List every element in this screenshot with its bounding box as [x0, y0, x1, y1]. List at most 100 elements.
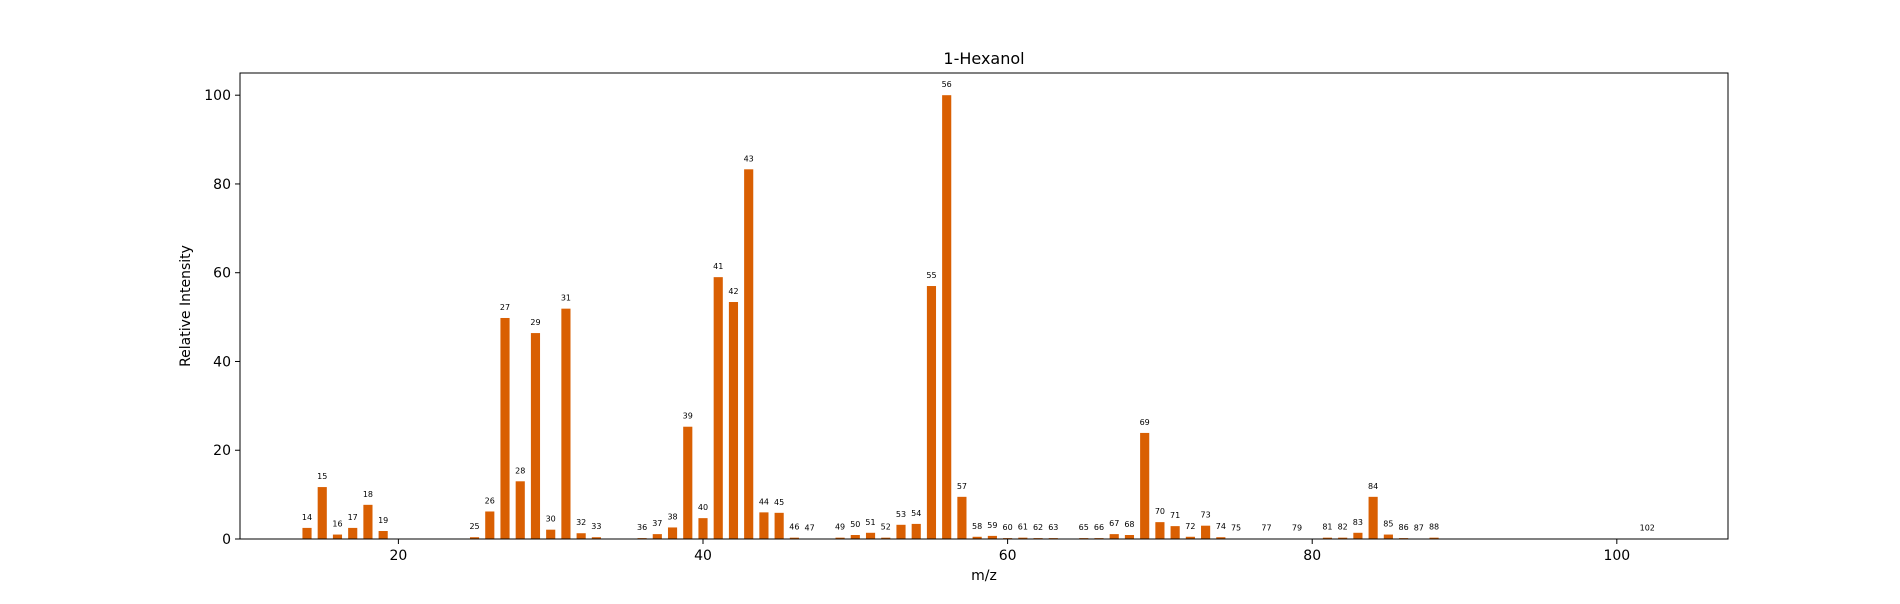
bar-label-mz-87: 87: [1414, 524, 1424, 533]
bar-label-mz-56: 56: [942, 80, 952, 89]
x-tick-label-100: 100: [1603, 548, 1630, 564]
bar-label-mz-30: 30: [546, 515, 556, 524]
bar-label-mz-66: 66: [1094, 523, 1104, 532]
x-tick-label-60: 60: [999, 548, 1017, 564]
bar-label-mz-69: 69: [1140, 418, 1150, 427]
y-tick-label-100: 100: [204, 88, 231, 104]
bar-label-mz-83: 83: [1353, 518, 1363, 527]
bar-label-mz-58: 58: [972, 522, 982, 531]
bar-label-mz-46: 46: [789, 523, 799, 532]
bar-mz-70: [1155, 522, 1164, 539]
bar-label-mz-71: 71: [1170, 511, 1180, 520]
bar-label-mz-63: 63: [1048, 523, 1058, 532]
bar-label-mz-17: 17: [348, 513, 358, 522]
bar-label-mz-79: 79: [1292, 524, 1302, 533]
bar-label-mz-102: 102: [1640, 524, 1655, 533]
bar-label-mz-15: 15: [317, 472, 327, 481]
bar-label-mz-41: 41: [713, 262, 723, 271]
bar-mz-37: [653, 534, 662, 539]
x-tick-label-20: 20: [389, 548, 407, 564]
bar-mz-26: [485, 511, 494, 539]
bar-label-mz-16: 16: [332, 520, 342, 529]
bar-label-mz-50: 50: [850, 520, 860, 529]
bar-mz-84: [1369, 497, 1378, 539]
bar-label-mz-52: 52: [881, 523, 891, 532]
bar-mz-41: [714, 277, 723, 539]
bar-mz-69: [1140, 433, 1149, 539]
bar-mz-38: [668, 527, 677, 539]
bar-label-mz-72: 72: [1185, 522, 1195, 531]
bar-label-mz-26: 26: [485, 496, 495, 505]
bar-mz-30: [546, 530, 555, 539]
y-tick-label-20: 20: [213, 443, 231, 459]
bar-label-mz-68: 68: [1124, 520, 1134, 529]
x-axis-label: m/z: [971, 568, 997, 584]
plot-frame: [240, 73, 1728, 539]
bar-label-mz-82: 82: [1338, 523, 1348, 532]
bar-mz-16: [333, 535, 342, 539]
bar-mz-54: [912, 524, 921, 539]
bar-label-mz-14: 14: [302, 513, 312, 522]
bar-label-mz-88: 88: [1429, 523, 1439, 532]
bar-label-mz-61: 61: [1018, 523, 1028, 532]
bar-label-mz-59: 59: [987, 521, 997, 530]
bar-label-mz-75: 75: [1231, 524, 1241, 533]
bar-label-mz-40: 40: [698, 503, 708, 512]
bar-label-mz-37: 37: [652, 519, 662, 528]
bar-label-mz-49: 49: [835, 523, 845, 532]
chart-title: 1-Hexanol: [943, 49, 1024, 68]
bar-mz-55: [927, 286, 936, 539]
bar-mz-83: [1353, 533, 1362, 539]
bar-label-mz-65: 65: [1079, 523, 1089, 532]
bar-label-mz-57: 57: [957, 482, 967, 491]
bar-mz-32: [577, 533, 586, 539]
bar-mz-51: [866, 533, 875, 539]
bar-label-mz-45: 45: [774, 498, 784, 507]
bar-label-mz-77: 77: [1261, 524, 1271, 533]
bar-mz-40: [698, 518, 707, 539]
bar-label-mz-67: 67: [1109, 519, 1119, 528]
bar-mz-68: [1125, 535, 1134, 539]
bar-mz-29: [531, 333, 540, 539]
bar-label-mz-28: 28: [515, 466, 525, 475]
bar-mz-56: [942, 95, 951, 539]
bar-mz-14: [302, 528, 311, 539]
bar-label-mz-55: 55: [926, 271, 936, 280]
bar-label-mz-51: 51: [865, 518, 875, 527]
bar-label-mz-33: 33: [591, 522, 601, 531]
bar-mz-18: [363, 505, 372, 539]
y-tick-label-40: 40: [213, 354, 231, 370]
bar-label-mz-29: 29: [530, 318, 540, 327]
bar-mz-17: [348, 528, 357, 539]
bar-label-mz-44: 44: [759, 497, 769, 506]
bar-mz-19: [379, 531, 388, 539]
bar-label-mz-70: 70: [1155, 507, 1165, 516]
bar-mz-28: [516, 481, 525, 539]
bar-label-mz-36: 36: [637, 523, 647, 532]
bar-label-mz-81: 81: [1322, 523, 1332, 532]
bar-label-mz-19: 19: [378, 516, 388, 525]
y-tick-label-80: 80: [213, 177, 231, 193]
bar-label-mz-43: 43: [744, 154, 754, 163]
bar-label-mz-74: 74: [1216, 522, 1226, 531]
x-tick-label-80: 80: [1303, 548, 1321, 564]
bar-label-mz-42: 42: [728, 287, 738, 296]
bar-mz-67: [1110, 534, 1119, 539]
bar-label-mz-38: 38: [667, 512, 677, 521]
bar-label-mz-73: 73: [1201, 511, 1211, 520]
bar-mz-53: [896, 525, 905, 539]
bar-label-mz-85: 85: [1383, 520, 1393, 529]
bar-mz-15: [318, 487, 327, 539]
bar-label-mz-27: 27: [500, 303, 510, 312]
bar-mz-42: [729, 302, 738, 539]
bar-mz-85: [1384, 535, 1393, 539]
bar-mz-45: [775, 513, 784, 539]
bar-label-mz-32: 32: [576, 518, 586, 527]
bar-mz-73: [1201, 526, 1210, 539]
bar-mz-39: [683, 427, 692, 539]
bar-label-mz-62: 62: [1033, 523, 1043, 532]
y-axis-label: Relative Intensity: [178, 245, 194, 367]
